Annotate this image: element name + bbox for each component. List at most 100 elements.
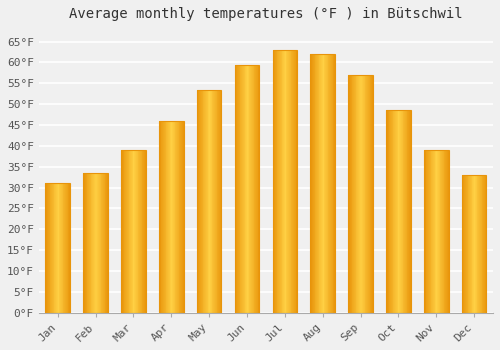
Bar xyxy=(370,75,371,313)
Bar xyxy=(434,150,436,313)
Bar xyxy=(356,75,358,313)
Bar xyxy=(367,75,368,313)
Bar xyxy=(62,183,64,313)
Bar xyxy=(104,173,106,313)
Bar xyxy=(160,121,162,313)
Bar xyxy=(69,183,70,313)
Bar xyxy=(248,64,250,313)
Bar xyxy=(325,54,326,313)
Bar xyxy=(395,110,396,313)
Bar xyxy=(93,173,94,313)
Bar xyxy=(327,54,328,313)
Bar xyxy=(182,121,183,313)
Bar xyxy=(484,175,485,313)
Bar xyxy=(388,110,390,313)
Bar xyxy=(283,50,284,313)
Bar xyxy=(256,64,257,313)
Bar xyxy=(350,75,352,313)
Bar xyxy=(177,121,178,313)
Bar xyxy=(138,150,139,313)
Bar xyxy=(209,90,210,313)
Bar xyxy=(390,110,391,313)
Bar xyxy=(288,50,289,313)
Bar xyxy=(462,175,486,313)
Bar xyxy=(401,110,402,313)
Bar xyxy=(282,50,283,313)
Bar xyxy=(425,150,426,313)
Bar xyxy=(348,75,373,313)
Bar xyxy=(355,75,356,313)
Bar xyxy=(84,173,85,313)
Bar xyxy=(214,90,215,313)
Bar xyxy=(236,64,237,313)
Bar xyxy=(67,183,68,313)
Bar xyxy=(162,121,163,313)
Bar xyxy=(317,54,318,313)
Bar xyxy=(126,150,127,313)
Bar xyxy=(472,175,474,313)
Bar xyxy=(310,54,311,313)
Bar xyxy=(144,150,145,313)
Bar xyxy=(254,64,255,313)
Bar xyxy=(372,75,373,313)
Bar xyxy=(92,173,93,313)
Bar xyxy=(174,121,176,313)
Bar xyxy=(159,121,184,313)
Bar xyxy=(164,121,166,313)
Bar xyxy=(215,90,216,313)
Bar xyxy=(296,50,297,313)
Bar xyxy=(332,54,334,313)
Bar xyxy=(246,64,247,313)
Bar xyxy=(462,175,464,313)
Bar xyxy=(314,54,316,313)
Bar xyxy=(88,173,89,313)
Bar xyxy=(474,175,475,313)
Bar xyxy=(290,50,292,313)
Bar xyxy=(66,183,67,313)
Bar xyxy=(163,121,164,313)
Bar xyxy=(322,54,324,313)
Bar xyxy=(200,90,201,313)
Bar xyxy=(437,150,438,313)
Bar xyxy=(134,150,135,313)
Bar xyxy=(359,75,360,313)
Bar xyxy=(242,64,243,313)
Bar xyxy=(257,64,258,313)
Bar xyxy=(46,183,47,313)
Bar xyxy=(279,50,280,313)
Bar xyxy=(172,121,173,313)
Bar xyxy=(321,54,322,313)
Bar xyxy=(197,90,222,313)
Bar xyxy=(432,150,433,313)
Bar xyxy=(141,150,142,313)
Bar xyxy=(284,50,285,313)
Bar xyxy=(124,150,125,313)
Bar xyxy=(145,150,146,313)
Bar xyxy=(238,64,239,313)
Bar xyxy=(360,75,362,313)
Bar xyxy=(210,90,211,313)
Bar xyxy=(292,50,293,313)
Bar xyxy=(386,110,387,313)
Bar xyxy=(106,173,107,313)
Bar xyxy=(102,173,103,313)
Bar xyxy=(95,173,96,313)
Bar xyxy=(402,110,404,313)
Bar xyxy=(240,64,242,313)
Bar xyxy=(97,173,98,313)
Bar xyxy=(447,150,448,313)
Bar xyxy=(52,183,53,313)
Bar xyxy=(219,90,220,313)
Bar xyxy=(444,150,446,313)
Bar xyxy=(178,121,180,313)
Bar xyxy=(96,173,97,313)
Bar xyxy=(318,54,320,313)
Bar xyxy=(128,150,130,313)
Bar xyxy=(464,175,465,313)
Bar xyxy=(331,54,332,313)
Bar xyxy=(255,64,256,313)
Bar xyxy=(48,183,50,313)
Bar xyxy=(132,150,134,313)
Bar xyxy=(424,150,425,313)
Bar xyxy=(352,75,353,313)
